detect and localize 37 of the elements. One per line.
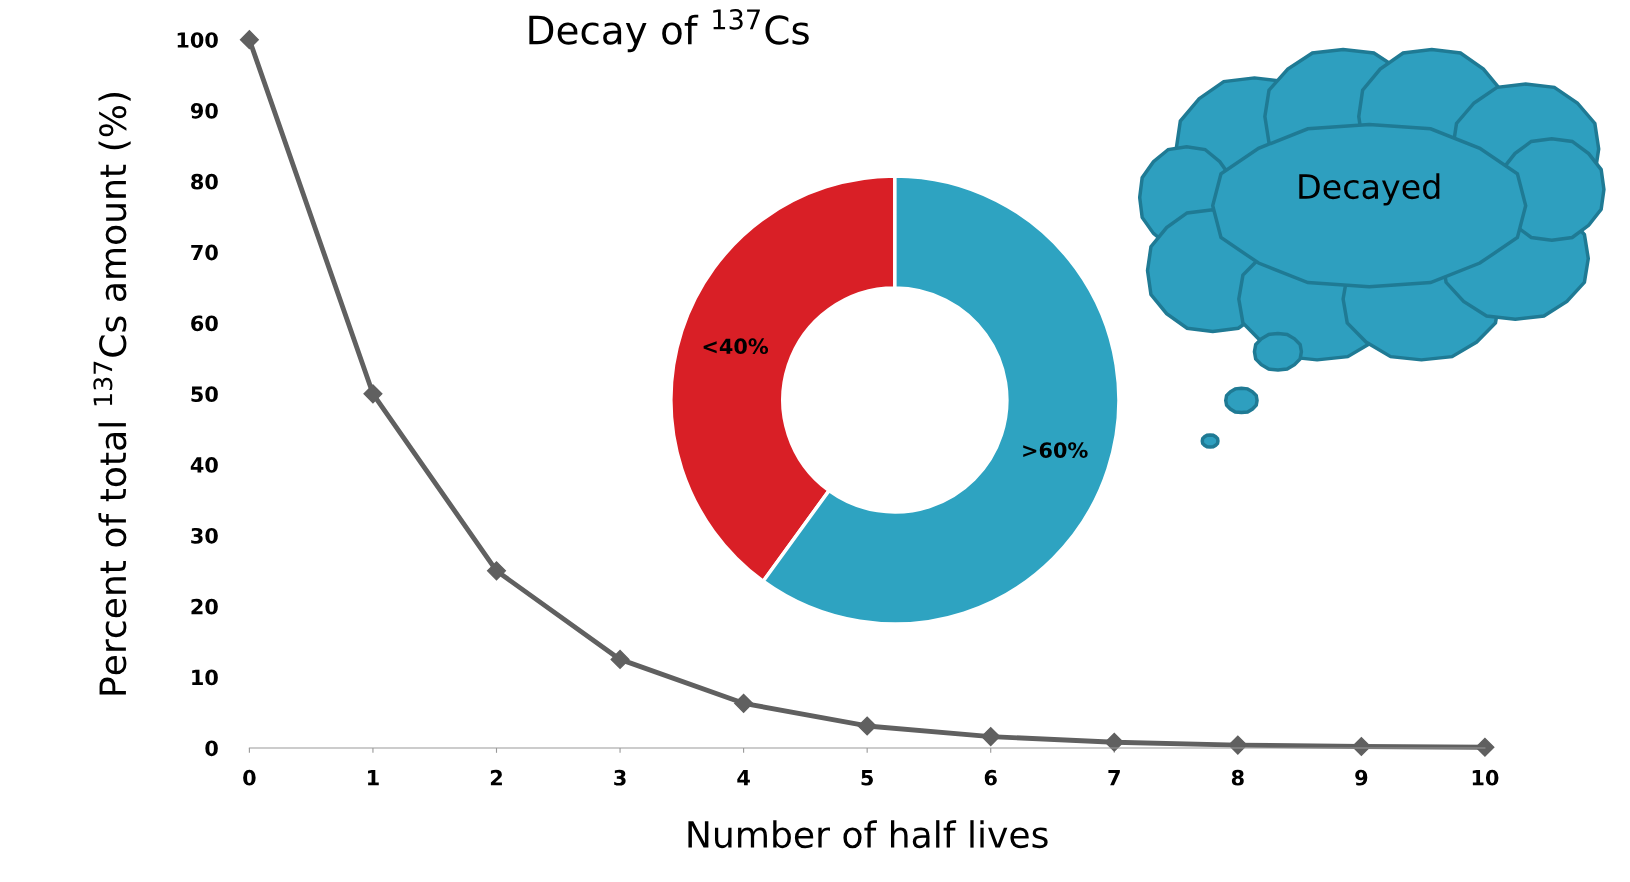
x-tick-label: 0 <box>243 769 256 786</box>
point <box>610 649 630 669</box>
point <box>239 30 259 50</box>
x-tick-label: 10 <box>1472 769 1499 786</box>
data-label: >60% <box>1023 442 1088 458</box>
data-label: <40% <box>703 338 769 355</box>
y-tick-label: 70 <box>191 244 218 261</box>
point <box>1104 732 1124 752</box>
x-tick-label: 9 <box>1355 769 1368 786</box>
y-tick-label: 50 <box>191 386 218 403</box>
point <box>486 561 507 581</box>
point <box>1475 737 1495 757</box>
y-axis-title: Percent of total $^{137}$Cs amount (%) <box>93 93 131 695</box>
point <box>857 716 877 736</box>
x-tick-label: 7 <box>1108 770 1120 786</box>
x-tick-label: 6 <box>984 769 997 786</box>
y-tick-label: 20 <box>191 598 218 615</box>
point <box>981 727 1001 747</box>
y-tick-label: 80 <box>191 173 218 190</box>
x-tick-label: 8 <box>1231 769 1244 786</box>
y-tick-label: 60 <box>191 315 218 332</box>
point <box>734 693 754 713</box>
point <box>363 384 383 404</box>
y-tick-label: 30 <box>191 527 218 544</box>
x-tick-label: 3 <box>614 769 626 786</box>
y-tick-label: 90 <box>190 102 218 119</box>
x-tick-label: 2 <box>490 769 502 786</box>
x-tick-label: 5 <box>861 770 873 786</box>
y-tick-label: 10 <box>192 669 218 686</box>
annotation: Decayed <box>1299 173 1440 206</box>
y-tick-label: 100 <box>177 32 218 48</box>
chart-title: Decay of $^{137}$Cs <box>529 9 809 53</box>
y-tick-label: 0 <box>205 740 218 757</box>
x-tick-label: 4 <box>737 770 750 786</box>
x-axis-title: Number of half lives <box>688 820 1048 849</box>
y-tick-label: 40 <box>190 457 218 473</box>
x-tick-label: 1 <box>368 770 379 786</box>
